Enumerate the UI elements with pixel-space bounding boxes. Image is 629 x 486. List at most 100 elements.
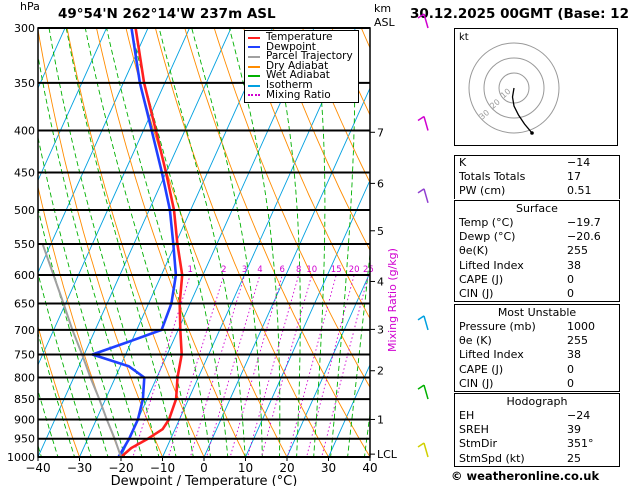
legend-item: Isotherm <box>248 80 353 91</box>
row-label: θe (K) <box>459 334 492 348</box>
table-row: CIN (J) 0 <box>455 377 619 391</box>
mixing-ratio-line <box>321 274 369 457</box>
row-value: 0 <box>567 362 574 376</box>
x-tick-label: −30 <box>67 461 92 475</box>
km-tick-label: LCL <box>377 448 398 461</box>
table-row: θe (K) 255 <box>455 334 619 348</box>
dry-adiabat-line <box>360 28 370 49</box>
row-label: CIN (J) <box>459 376 494 390</box>
wind-barb-flag <box>417 384 425 390</box>
row-value: 255 <box>567 334 588 348</box>
hodograph-frame <box>454 28 618 146</box>
wind-barb <box>417 13 429 29</box>
row-value: 39 <box>567 423 581 437</box>
dry-adiabat-line <box>272 28 370 252</box>
location-title: 49°54'N 262°14'W 237m ASL <box>58 6 276 22</box>
mixing-ratio-line <box>167 274 225 457</box>
dry-adiabat-line <box>0 3 2 474</box>
wet-adiabat-line <box>38 271 92 457</box>
asl-axis-unit: ASL <box>374 16 395 29</box>
legend-item: Dry Adiabat <box>248 61 353 72</box>
mixing-ratio-axis-label: Mixing Ratio (g/kg) <box>386 248 399 352</box>
most-unstable-title: Most Unstable <box>497 306 577 319</box>
isotherm-line <box>38 28 108 182</box>
row-value: −24 <box>567 409 591 422</box>
km-tick-label: 3 <box>377 323 384 336</box>
mixing-ratio-label: 20 <box>349 265 360 275</box>
wet-adiabat-line <box>228 28 281 457</box>
wet-adiabat-line <box>48 28 160 457</box>
row-label: StmSpd (kt) <box>459 451 525 465</box>
table-row: CIN (J) 0 <box>455 287 619 301</box>
row-label: CAPE (J) <box>459 272 504 286</box>
row-label: StmDir <box>459 437 498 451</box>
wind-barb <box>417 384 429 400</box>
row-value: 351° <box>567 437 594 451</box>
pressure-tick-label: 550 <box>14 238 35 251</box>
row-value: −19.7 <box>567 216 601 229</box>
mixing-ratio-line <box>287 274 337 457</box>
wind-barb-flag <box>417 315 425 321</box>
x-axis-label: Dewpoint / Temperature (°C) <box>111 474 298 486</box>
legend-swatch <box>248 36 260 39</box>
mixing-ratio-label: 25 <box>363 265 374 275</box>
mixing-ratio-label: 15 <box>331 265 342 275</box>
km-axis-unit: km <box>374 2 392 15</box>
row-label: PW (cm) <box>459 184 506 198</box>
table-row: Totals Totals 17 <box>455 170 619 184</box>
row-value: −14 <box>567 156 591 169</box>
isotherm-line <box>286 271 370 457</box>
skewt-chart: 1 2 3 4 6 8 10 15 20 2530035040045050055060065070… <box>0 3 429 486</box>
indices-table: K −14 Totals Totals 17 PW (cm) 0.51 <box>454 155 620 199</box>
wet-adiabat-line <box>347 249 370 457</box>
mixing-ratio-label: 3 <box>242 265 247 275</box>
x-tick-label: −40 <box>25 461 50 475</box>
row-value: −20.6 <box>567 230 601 244</box>
table-row: K −14 <box>455 156 619 170</box>
x-tick-label: 10 <box>238 461 253 475</box>
wet-adiabat-line <box>330 28 356 457</box>
copyright: © weatheronline.co.uk <box>451 469 600 483</box>
dry-adiabat-line <box>96 28 247 457</box>
chart-legend: Temperature Dewpoint Parcel Trajectory Dry … <box>244 30 359 104</box>
isotherm-line <box>328 363 370 457</box>
wet-adiabat-line <box>313 28 326 457</box>
dry-adiabat-line <box>213 28 370 389</box>
legend-label: Mixing Ratio <box>266 88 331 101</box>
wet-adiabat-line <box>38 53 143 457</box>
legend-swatch <box>248 65 260 68</box>
dry-adiabat-line <box>66 28 205 457</box>
pressure-tick-label: 850 <box>14 393 35 406</box>
wind-barb-flag <box>417 115 425 122</box>
table-row: Pressure (mb) 1000 <box>455 320 619 334</box>
row-value: 0 <box>567 272 574 286</box>
row-label: Lifted Index <box>459 348 524 362</box>
pressure-tick-label: 1000 <box>7 451 35 464</box>
row-label: Dewp (°C) <box>459 230 516 244</box>
mixing-ratio-label: 6 <box>280 265 285 275</box>
legend-item: Dewpoint <box>248 42 353 53</box>
wind-barb-flag <box>417 188 425 194</box>
plot-area <box>0 3 370 474</box>
mixing-ratio-line <box>206 274 261 457</box>
dry-adiabat-line <box>243 28 370 320</box>
wind-barb <box>417 115 429 131</box>
wind-barb-staff <box>423 442 429 458</box>
legend-swatch <box>248 75 260 78</box>
most-unstable-table: Most Unstable Pressure (mb) 1000 θe (K) 255… <box>454 304 620 392</box>
table-row: Lifted Index 38 <box>455 348 619 362</box>
dry-adiabat-line <box>302 28 370 184</box>
row-label: CAPE (J) <box>459 362 504 376</box>
mixing-ratio-label: 1 <box>188 265 193 275</box>
wet-adiabat-line <box>38 135 126 457</box>
table-row: CAPE (J) 0 <box>455 363 619 377</box>
hodograph-trace <box>511 87 533 134</box>
row-value: 0.51 <box>567 184 592 198</box>
row-label: θe(K) <box>459 244 489 258</box>
row-value: 38 <box>567 348 581 362</box>
wind-barb-staff <box>423 188 429 204</box>
mixing-ratio-line <box>261 274 313 457</box>
pressure-tick-label: 650 <box>14 298 35 311</box>
run-title: 30.12.2025 00GMT (Base: 12) <box>410 6 629 22</box>
x-tick-label: −20 <box>108 461 133 475</box>
